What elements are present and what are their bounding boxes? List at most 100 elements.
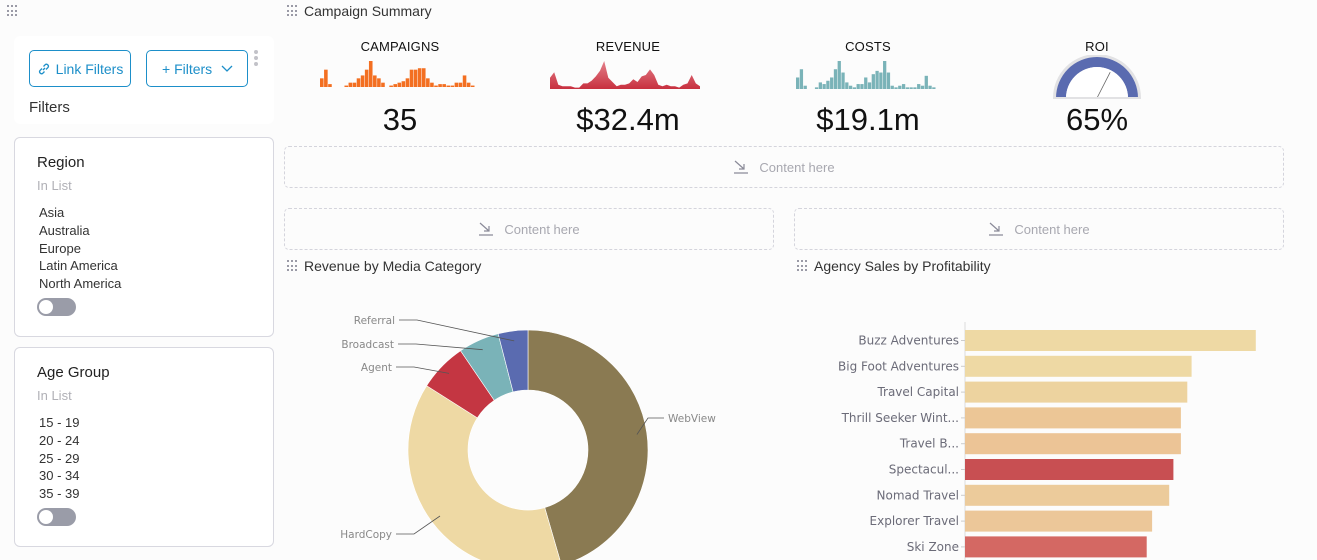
bar[interactable] bbox=[965, 407, 1181, 429]
spark-bar bbox=[928, 85, 932, 89]
spark-bar bbox=[818, 82, 822, 89]
bar[interactable] bbox=[965, 484, 1170, 506]
list-item[interactable]: Latin America bbox=[39, 258, 118, 274]
spark-bar bbox=[344, 85, 349, 87]
drop-arrow-icon bbox=[479, 222, 494, 236]
bar[interactable] bbox=[965, 459, 1174, 480]
filter-panel-age-group: Age Group In List 15 - 19 20 - 24 25 - 2… bbox=[14, 347, 274, 547]
spark-bar bbox=[841, 72, 845, 89]
spark-bar bbox=[867, 82, 872, 89]
kpi-label: ROI bbox=[1085, 39, 1109, 54]
drop-arrow-icon bbox=[989, 222, 1004, 236]
kpi-revenue: REVENUE $32.4m bbox=[546, 39, 710, 139]
donut-leader-line bbox=[636, 417, 664, 435]
donut-leader-line bbox=[398, 343, 483, 351]
bar-label: Big Foot Adventures bbox=[838, 359, 959, 373]
kpi-value: 35 bbox=[382, 102, 418, 137]
kpi-value: $19.1m bbox=[816, 102, 920, 137]
spark-bar bbox=[426, 78, 430, 87]
bar[interactable] bbox=[965, 355, 1192, 377]
bar-drag-handle[interactable] bbox=[797, 260, 809, 272]
donut-leader-line bbox=[399, 319, 515, 342]
region-toggle[interactable] bbox=[37, 298, 76, 316]
bar[interactable] bbox=[965, 330, 1256, 351]
chevron-down-icon bbox=[221, 65, 233, 72]
list-item[interactable]: 20 - 24 bbox=[39, 432, 80, 448]
bar[interactable] bbox=[965, 433, 1181, 455]
bar-label: Buzz Adventures bbox=[858, 334, 959, 348]
kpi-label: CAMPAIGNS bbox=[360, 39, 440, 54]
more-options-icon[interactable] bbox=[254, 50, 258, 68]
spark-bar bbox=[434, 85, 438, 87]
spark-bar bbox=[320, 78, 324, 87]
revenue-sparkline bbox=[550, 61, 700, 89]
spark-bar bbox=[348, 82, 353, 87]
list-item[interactable]: Australia bbox=[39, 222, 90, 238]
bar-label: Travel B... bbox=[899, 437, 959, 451]
list-item[interactable]: Asia bbox=[39, 205, 65, 220]
bar[interactable] bbox=[965, 536, 1147, 558]
spark-bar bbox=[894, 87, 898, 89]
kpi-label: REVENUE bbox=[595, 39, 661, 54]
spark-bar bbox=[924, 75, 928, 89]
spark-bar bbox=[814, 87, 819, 89]
spark-bar bbox=[833, 69, 838, 89]
gauge-needle bbox=[1096, 72, 1111, 99]
bar-label: Travel Capital bbox=[876, 385, 959, 399]
list-item[interactable]: 15 - 19 bbox=[39, 415, 80, 430]
spark-bar bbox=[920, 85, 925, 89]
add-filters-dropdown[interactable]: + Filters bbox=[146, 50, 248, 87]
donut-drag-handle[interactable] bbox=[287, 260, 299, 272]
placeholder-text: Content here bbox=[504, 221, 580, 237]
spark-bar bbox=[446, 85, 451, 87]
spark-bar bbox=[458, 82, 463, 87]
list-item[interactable]: 35 - 39 bbox=[39, 486, 80, 502]
spark-bar bbox=[871, 74, 875, 89]
bar[interactable] bbox=[965, 381, 1188, 403]
spark-bar bbox=[352, 82, 357, 87]
content-placeholder-left[interactable]: Content here bbox=[284, 208, 774, 250]
list-item[interactable]: 25 - 29 bbox=[39, 450, 80, 466]
filter-panel-region: Region In List Asia Australia Europe Lat… bbox=[14, 137, 274, 337]
spark-bar bbox=[909, 87, 913, 89]
spark-bar bbox=[932, 87, 936, 89]
spark-bar bbox=[393, 84, 397, 87]
kpi-roi: ROI 65% bbox=[1046, 39, 1148, 139]
age-group-toggle[interactable] bbox=[37, 508, 76, 526]
content-placeholder-wide[interactable]: Content here bbox=[284, 146, 1284, 188]
costs-sparkline bbox=[796, 61, 936, 89]
link-filters-button[interactable]: Link Filters bbox=[29, 50, 131, 87]
bar[interactable] bbox=[965, 510, 1153, 532]
add-filters-label: + Filters bbox=[162, 60, 213, 77]
spark-bar bbox=[830, 77, 834, 89]
donut-label: Broadcast bbox=[341, 339, 394, 351]
placeholder-text: Content here bbox=[759, 159, 835, 175]
list-item[interactable]: North America bbox=[39, 276, 122, 292]
spark-bar bbox=[799, 69, 804, 89]
panel-title: Region bbox=[37, 154, 85, 171]
bar-label: Thrill Seeker Wint... bbox=[841, 411, 959, 425]
link-filters-label: Link Filters bbox=[55, 60, 124, 77]
content-placeholder-right[interactable]: Content here bbox=[794, 208, 1284, 250]
spark-bar bbox=[822, 84, 826, 89]
spark-bar bbox=[413, 69, 418, 87]
bar-chart-title: Agency Sales by Profitability bbox=[814, 258, 991, 274]
region-list: Asia Australia Europe Latin America Nort… bbox=[39, 204, 121, 293]
donut-slice-referral[interactable] bbox=[497, 329, 529, 393]
list-item[interactable]: Europe bbox=[39, 240, 81, 256]
spark-bar bbox=[879, 72, 883, 89]
spark-bar bbox=[360, 75, 365, 87]
spark-bar bbox=[883, 61, 887, 89]
donut-slice-webview[interactable] bbox=[527, 329, 649, 560]
donut-label: Agent bbox=[361, 362, 392, 374]
list-item[interactable]: 30 - 34 bbox=[39, 468, 80, 484]
spark-bar bbox=[438, 84, 442, 87]
filters-title: Filters bbox=[29, 99, 70, 116]
bar-label: Nomad Travel bbox=[877, 488, 959, 502]
donut-label: HardCopy bbox=[340, 529, 392, 541]
sidebar-drag-handle[interactable] bbox=[7, 5, 19, 17]
donut-slice-hardcopy[interactable] bbox=[407, 385, 561, 560]
spark-bar bbox=[864, 77, 868, 89]
summary-drag-handle[interactable] bbox=[287, 5, 299, 17]
campaign-summary-title: Campaign Summary bbox=[304, 3, 432, 19]
